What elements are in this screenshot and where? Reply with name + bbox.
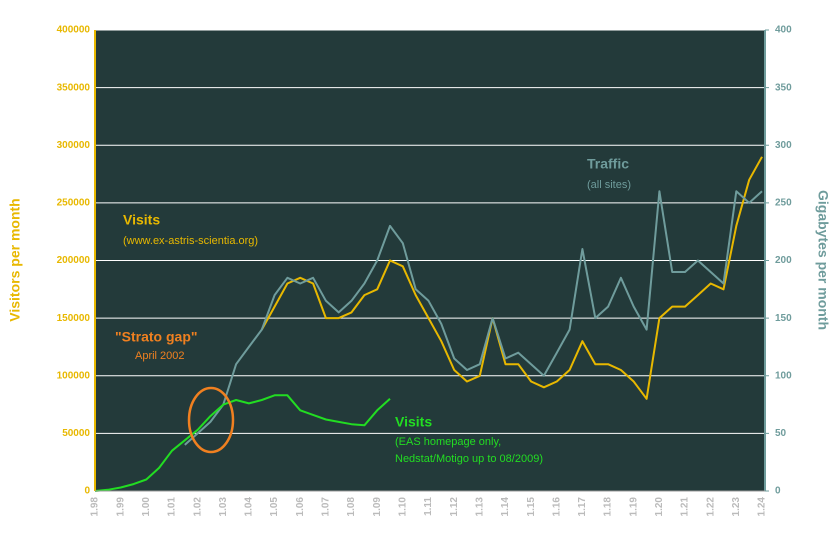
y2-tick-label: 350 (775, 82, 792, 93)
y-tick-label: 200000 (57, 255, 91, 266)
annotation: (EAS homepage only, (395, 436, 501, 448)
x-tick-label: 1.08 (346, 497, 357, 517)
y2-tick-label: 0 (775, 486, 781, 497)
y-tick-label: 100000 (57, 370, 91, 381)
y2-tick-label: 200 (775, 255, 792, 266)
y2-tick-label: 150 (775, 313, 792, 324)
x-tick-label: 1.10 (397, 497, 408, 517)
x-tick-label: 1.13 (474, 497, 485, 517)
y-tick-label: 350000 (57, 82, 91, 93)
x-tick-label: 1.18 (603, 497, 614, 517)
x-tick-label: 1.09 (372, 497, 383, 517)
x-tick-label: 1.23 (731, 497, 742, 517)
x-tick-label: 1.02 (192, 497, 203, 517)
x-tick-label: 1.11 (423, 497, 434, 516)
x-tick-label: 1.99 (115, 497, 126, 517)
annotation: (www.ex-astris-scientia.org) (123, 235, 258, 247)
y-tick-label: 300000 (57, 140, 91, 151)
x-tick-label: 1.12 (449, 497, 460, 517)
y-tick-label: 400000 (57, 25, 91, 36)
x-tick-label: 1.17 (577, 497, 588, 517)
x-tick-label: 1.06 (295, 497, 306, 517)
y2-tick-label: 50 (775, 428, 787, 439)
y-tick-label: 0 (84, 486, 90, 497)
annotation: Nedstat/Motigo up to 08/2009) (395, 453, 543, 465)
y2-tick-label: 400 (775, 25, 792, 36)
x-tick-label: 1.04 (244, 497, 255, 517)
annotation: Traffic (587, 156, 629, 172)
x-tick-label: 1.19 (628, 497, 639, 517)
y-tick-label: 50000 (62, 428, 90, 439)
annotation: Visits (123, 212, 160, 228)
x-tick-label: 1.24 (757, 497, 768, 517)
y2-tick-label: 100 (775, 370, 792, 381)
strato-circle (187, 386, 235, 454)
series-line (94, 394, 391, 492)
x-tick-label: 1.15 (526, 497, 537, 517)
marks (94, 29, 765, 492)
annotation: Visits (395, 414, 432, 430)
y-tick-label: 250000 (57, 198, 91, 209)
x-tick-label: 1.20 (654, 497, 665, 517)
x-tick-label: 1.16 (551, 497, 562, 517)
x-tick-label: 1.05 (269, 497, 280, 517)
x-tick-label: 1.00 (141, 497, 152, 517)
x-tick-label: 1.22 (705, 497, 716, 517)
x-tick-label: 1.07 (321, 497, 332, 517)
annotation: (all sites) (587, 179, 631, 191)
x-tick-label: 1.03 (218, 497, 229, 517)
y2-axis-label: Gigabytes per month (815, 190, 831, 330)
y-axis-label: Visitors per month (7, 198, 23, 321)
series-line (184, 190, 763, 446)
y2-tick-label: 300 (775, 140, 792, 151)
annotation: "Strato gap" (115, 329, 198, 345)
x-tick-label: 1.14 (500, 497, 511, 517)
annotation: April 2002 (135, 350, 185, 362)
x-tick-label: 1.01 (167, 497, 178, 517)
x-tick-label: 1.21 (680, 497, 691, 517)
y-tick-label: 150000 (57, 313, 91, 324)
series-line (260, 156, 763, 400)
x-tick-label: 1.98 (90, 497, 101, 517)
y2-tick-label: 250 (775, 198, 792, 209)
